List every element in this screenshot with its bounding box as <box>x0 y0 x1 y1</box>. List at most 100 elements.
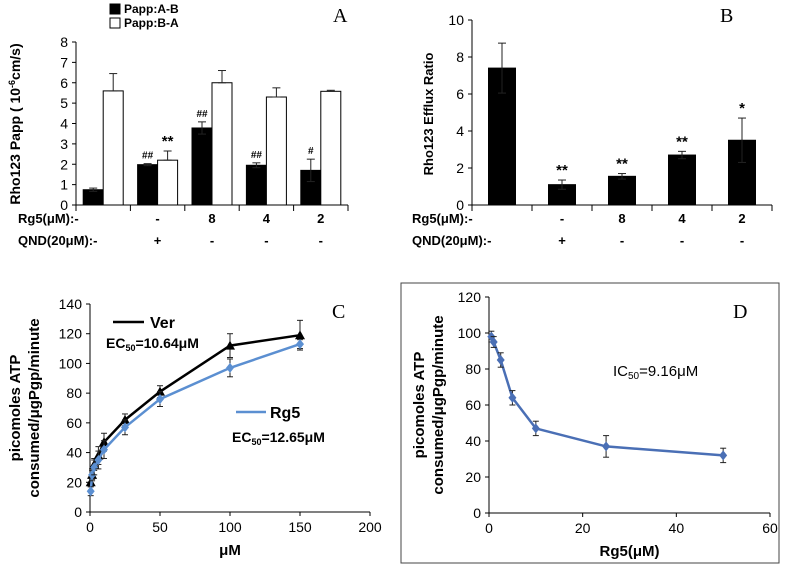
y-tick-label: 80 <box>465 361 481 377</box>
ec50-rg5: EC50=12.65μM <box>232 429 325 447</box>
category-label: 8 <box>208 211 215 226</box>
legend-swatch <box>109 17 121 29</box>
y-tick-label: 8 <box>456 49 464 65</box>
x-tick-label: 60 <box>762 520 778 536</box>
bar-papp-a-b-0 <box>82 189 104 206</box>
error-bar <box>326 89 335 92</box>
point-rg5-4 <box>531 423 540 434</box>
point-rg5-6 <box>719 450 728 461</box>
category-label: + <box>558 233 566 248</box>
x-tick-label: 100 <box>218 519 242 535</box>
error-bar <box>163 150 172 161</box>
point-rg5-5 <box>121 422 129 433</box>
point-rg5-7 <box>226 362 234 373</box>
y-tick-label: 5 <box>60 95 68 111</box>
point-rg5-8 <box>296 339 304 350</box>
bar-papp-b-a-3 <box>265 96 287 206</box>
error-bar <box>198 121 206 135</box>
error-bar <box>678 150 686 160</box>
point-rg5-5 <box>602 441 611 452</box>
bar-papp-b-a-1 <box>157 159 179 206</box>
panel-letter: A <box>333 5 348 27</box>
y-tick-label: 2 <box>60 156 68 172</box>
y-tick-label: 6 <box>60 75 68 91</box>
x-tick-label: 50 <box>152 519 168 535</box>
y-tick-label: 0 <box>60 197 68 213</box>
category-label: - <box>740 233 744 248</box>
significance-mark: # <box>308 146 314 157</box>
x-tick-label: 20 <box>575 520 591 536</box>
significance-mark: ** <box>616 156 628 173</box>
y-tick-label: 60 <box>66 415 82 431</box>
significance-mark: ** <box>162 133 174 150</box>
x-tick-label: 0 <box>485 520 493 536</box>
y-axis-label: picomoles ATP consumed/μgPgp/minute <box>7 318 43 497</box>
point-ver-7 <box>225 340 235 350</box>
error-bar <box>109 73 118 92</box>
y-tick-label: 1 <box>60 177 68 193</box>
significance-mark: ## <box>196 109 208 120</box>
category-label: - <box>680 233 684 248</box>
bar-papp-b-a-2 <box>211 82 233 206</box>
panel-frame <box>400 282 780 564</box>
y-tick-label: 0 <box>473 505 481 521</box>
category-label: - <box>264 233 268 248</box>
x-axis-label: Rg5(μM) <box>600 543 660 560</box>
error-bar <box>618 173 626 180</box>
error-bar <box>218 70 226 84</box>
legend-label-rg5: Rg5 <box>270 405 300 422</box>
error-bar <box>498 42 506 94</box>
x-tick-label: 150 <box>288 519 312 535</box>
y-tick-label: 20 <box>66 474 82 490</box>
category-label: + <box>154 233 162 248</box>
bar-papp-a-b-2 <box>191 127 213 206</box>
point-rg5-6 <box>156 394 164 405</box>
significance-mark: * <box>739 100 745 117</box>
point-rg5-0 <box>86 486 95 497</box>
point-rg5-3 <box>94 455 103 465</box>
significance-mark: ** <box>556 162 568 179</box>
y-tick-label: 120 <box>458 289 482 305</box>
y-tick-label: 7 <box>60 54 68 70</box>
category-label: 4 <box>678 211 686 226</box>
point-rg5-4 <box>100 444 108 455</box>
y-tick-label: 0 <box>456 197 464 213</box>
row-label: QND(20μM):- <box>18 233 97 248</box>
y-tick-label: 140 <box>59 296 83 312</box>
y-tick-label: 8 <box>60 34 68 50</box>
category-label: - <box>319 233 323 248</box>
panel-letter: D <box>733 301 747 323</box>
series-line-rg5 <box>490 336 724 457</box>
y-tick-label: 100 <box>59 355 83 371</box>
error-bar <box>143 163 152 167</box>
legend-label: Papp:B-A <box>124 16 179 30</box>
x-tick-label: 200 <box>358 519 382 535</box>
legend-swatch <box>109 3 121 15</box>
series-line-rg5 <box>89 342 301 492</box>
significance-mark: ## <box>142 151 154 162</box>
ic50-label: IC50=9.16μM <box>613 363 698 382</box>
error-bar <box>272 87 281 98</box>
row-label: Rg5(μM):- <box>412 211 473 226</box>
y-tick-label: 20 <box>465 469 481 485</box>
bar-papp-b-a-4 <box>320 90 342 206</box>
y-tick-label: 100 <box>458 325 482 341</box>
y-tick-label: 2 <box>456 160 464 176</box>
y-tick-label: 0 <box>74 504 82 520</box>
point-rg5-3 <box>508 392 517 403</box>
panel-letter: C <box>332 301 345 323</box>
category-label: 8 <box>618 211 625 226</box>
bar-efflux-ratio-3 <box>668 154 696 206</box>
x-tick-label: 0 <box>86 519 94 535</box>
y-tick-label: 4 <box>60 116 68 132</box>
ec50-ver: EC50=10.64μM <box>106 335 199 353</box>
category-label: - <box>155 211 159 226</box>
point-ver-8 <box>295 330 305 340</box>
y-axis-label: Rho123 Papp ( 10-6cm/s) <box>7 43 23 204</box>
legend-label: Papp:A-B <box>124 2 179 16</box>
y-tick-label: 40 <box>66 445 82 461</box>
